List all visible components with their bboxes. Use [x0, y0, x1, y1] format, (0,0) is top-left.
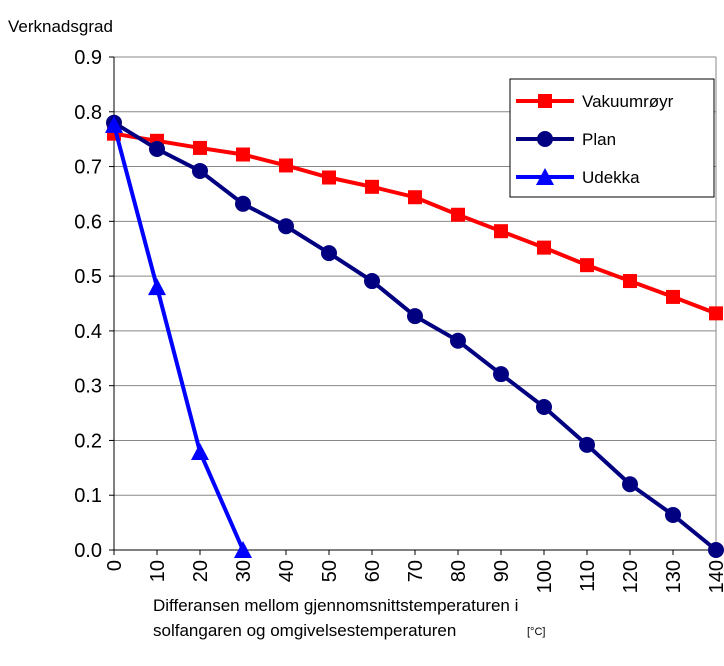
data-point — [537, 240, 551, 255]
data-point — [665, 506, 681, 523]
data-point — [407, 308, 423, 325]
data-point — [709, 306, 723, 321]
y-tick-label: 0.3 — [74, 376, 102, 398]
data-point — [149, 141, 165, 158]
x-axis-label: solfangaren og omgivelsestemperaturen — [153, 621, 456, 640]
y-tick-label: 0.6 — [74, 211, 102, 233]
data-point — [148, 278, 166, 296]
y-tick-label: 0.7 — [74, 157, 102, 179]
data-point — [192, 162, 208, 179]
data-point — [191, 442, 209, 460]
data-point — [322, 170, 336, 185]
x-tick-label: 100 — [534, 560, 556, 593]
y-tick-label: 0.1 — [74, 485, 102, 507]
data-point — [193, 140, 207, 155]
data-point — [279, 158, 293, 173]
data-point — [579, 436, 595, 453]
x-tick-label: 80 — [448, 560, 470, 582]
data-point — [321, 245, 337, 262]
legend-label: Udekka — [582, 168, 640, 187]
x-tick-label: 20 — [190, 560, 212, 582]
data-point — [580, 258, 594, 273]
x-tick-label: 90 — [491, 560, 513, 582]
legend-label: Plan — [582, 130, 616, 149]
data-point — [666, 289, 680, 304]
data-point — [450, 332, 466, 349]
data-point — [493, 366, 509, 383]
y-tick-label: 0.8 — [74, 102, 102, 124]
data-point — [536, 399, 552, 416]
x-tick-label: 120 — [620, 560, 642, 593]
y-tick-label: 0.5 — [74, 266, 102, 288]
data-point — [105, 115, 123, 133]
data-point — [278, 218, 294, 235]
x-tick-label: 130 — [663, 560, 685, 593]
data-point — [451, 207, 465, 222]
data-point — [235, 195, 251, 212]
data-point — [708, 542, 724, 558]
y-axis-label: Verknadsgrad — [8, 17, 113, 36]
legend-marker — [537, 131, 553, 147]
x-tick-label: 0 — [104, 560, 126, 571]
x-axis-label: Differansen mellom gjennomsnittstemperat… — [153, 596, 518, 615]
x-tick-label: 140 — [706, 560, 724, 593]
legend-marker — [536, 168, 554, 185]
data-point — [623, 274, 637, 289]
data-point — [494, 224, 508, 239]
data-point — [408, 190, 422, 205]
x-tick-label: 10 — [147, 560, 169, 582]
data-point — [234, 541, 252, 558]
legend-label: Vakuumrøyr — [582, 92, 674, 111]
x-tick-label: 50 — [319, 560, 341, 582]
legend-marker — [538, 94, 552, 108]
y-tick-label: 0.0 — [74, 540, 102, 562]
series-line — [112, 124, 245, 551]
y-tick-label: 0.2 — [74, 430, 102, 452]
data-point — [236, 147, 250, 162]
x-axis-unit: [°C] — [527, 626, 545, 638]
data-point — [365, 179, 379, 194]
x-tick-label: 40 — [276, 560, 298, 582]
data-point — [364, 273, 380, 290]
x-tick-label: 70 — [405, 560, 427, 582]
data-point — [622, 476, 638, 493]
y-tick-label: 0.4 — [74, 321, 102, 343]
x-tick-label: 30 — [233, 560, 255, 582]
x-tick-label: 60 — [362, 560, 384, 582]
y-tick-label: 0.9 — [74, 47, 102, 69]
x-tick-label: 110 — [577, 560, 599, 592]
